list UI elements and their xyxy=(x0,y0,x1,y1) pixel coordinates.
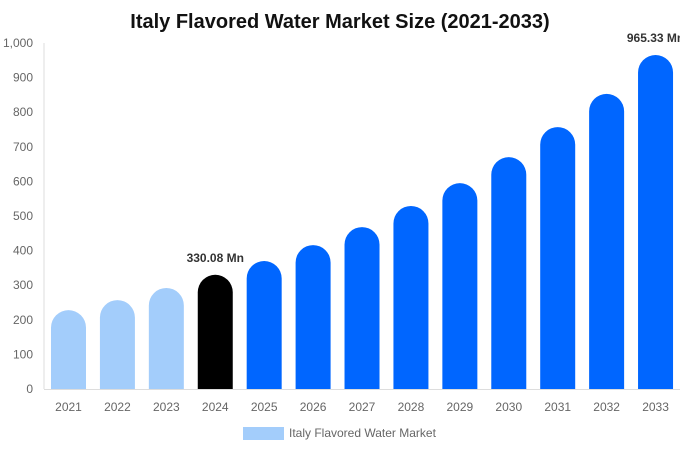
y-tick-label: 600 xyxy=(13,174,33,188)
y-tick-label: 200 xyxy=(13,313,33,327)
x-tick-label: 2031 xyxy=(544,400,571,414)
y-tick-label: 100 xyxy=(13,347,33,361)
x-tick-label: 2023 xyxy=(153,400,180,414)
y-tick-label: 0 xyxy=(26,382,33,396)
chart-title: Italy Flavored Water Market Size (2021-2… xyxy=(130,11,549,33)
bar-2022[interactable] xyxy=(99,300,135,389)
bar-2033[interactable] xyxy=(638,54,674,389)
x-tick-label: 2026 xyxy=(300,400,327,414)
bar-2027[interactable] xyxy=(344,227,380,389)
bar-2024[interactable] xyxy=(197,274,233,389)
bar-2032[interactable] xyxy=(589,93,625,389)
legend-label: Italy Flavored Water Market xyxy=(289,426,437,440)
data-label-2024: 330.08 Mn xyxy=(187,251,244,265)
legend[interactable]: Italy Flavored Water Market xyxy=(243,426,437,440)
y-tick-label: 1,000 xyxy=(3,36,33,50)
y-tick-label: 300 xyxy=(13,278,33,292)
bar-2026[interactable] xyxy=(295,245,331,389)
y-tick-label: 700 xyxy=(13,140,33,154)
x-tick-label: 2022 xyxy=(104,400,131,414)
x-tick-label: 2032 xyxy=(593,400,620,414)
data-label-2033: 965.33 Mn xyxy=(627,31,680,45)
y-tick-label: 900 xyxy=(13,71,33,85)
bars xyxy=(51,54,674,390)
bar-2023[interactable] xyxy=(148,287,184,389)
bar-2030[interactable] xyxy=(491,157,527,389)
data-labels: 330.08 Mn 965.33 Mn xyxy=(187,31,680,265)
x-tick-label: 2033 xyxy=(642,400,669,414)
bar-2029[interactable] xyxy=(442,183,478,389)
y-axis: 0 100 200 300 400 500 600 700 800 900 1,000 xyxy=(3,36,33,396)
x-tick-label: 2021 xyxy=(55,400,82,414)
bar-2021[interactable] xyxy=(51,310,86,389)
bar-2028[interactable] xyxy=(393,205,429,389)
bar-2031[interactable] xyxy=(540,127,576,390)
y-tick-label: 500 xyxy=(13,209,33,223)
x-axis: 2021 2022 2023 2024 2025 2026 2027 2028 2029 2030… xyxy=(55,400,669,414)
x-tick-label: 2025 xyxy=(251,400,278,414)
y-tick-label: 800 xyxy=(13,105,33,119)
x-tick-label: 2030 xyxy=(495,400,522,414)
x-tick-label: 2024 xyxy=(202,400,229,414)
y-tick-label: 400 xyxy=(13,244,33,258)
bar-2025[interactable] xyxy=(246,260,282,389)
x-tick-label: 2027 xyxy=(349,400,376,414)
x-tick-label: 2029 xyxy=(447,400,474,414)
legend-swatch xyxy=(243,427,284,440)
x-tick-label: 2028 xyxy=(398,400,425,414)
